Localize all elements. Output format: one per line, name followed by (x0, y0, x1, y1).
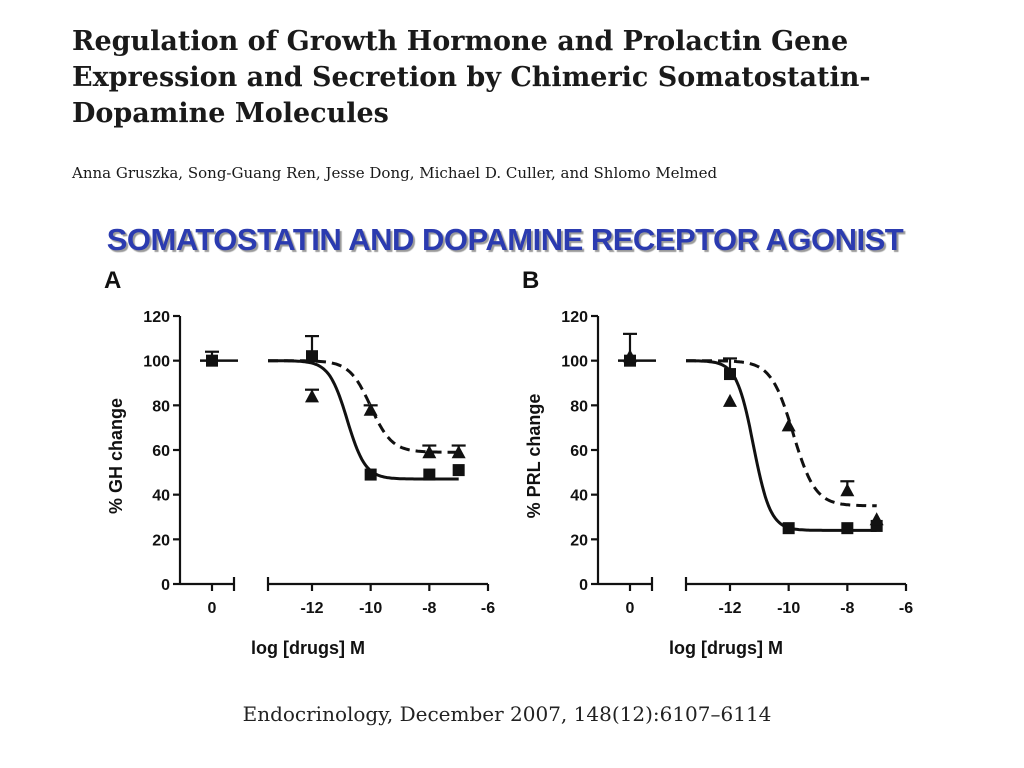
data-point-square (841, 522, 854, 535)
paper-title-line-3: Dopamine Molecules (72, 98, 389, 129)
data-point-square (724, 368, 736, 381)
data-point-triangle (305, 389, 319, 403)
y-tick-label: 100 (143, 354, 170, 371)
y-tick-label: 0 (161, 577, 170, 594)
data-point-square (782, 522, 795, 535)
control-point (206, 354, 218, 367)
panel-label: A (104, 267, 121, 294)
paper-title-line-2: Expression and Secretion by Chimeric Som… (72, 62, 871, 93)
data-point-triangle (840, 483, 855, 497)
y-tick-label: 60 (570, 443, 588, 460)
paper-title: Regulation of Growth Hormone and Prolact… (72, 24, 992, 132)
slide-heading: SOMATOSTATIN AND DOPAMINE RECEPTOR AGONI… (106, 222, 904, 257)
chart-svg: A 0 20 40 60 80 100 120 % GH change 0 -12 -10 -8 -6 lo… (104, 267, 495, 658)
chart-panel-a: A 0 20 40 60 80 100 120 % GH change 0 -12 -10 -8 -6 lo… (98, 262, 518, 672)
control-point (623, 349, 637, 363)
y-axis-label: % GH change (106, 398, 126, 514)
data-point-triangle (723, 393, 737, 407)
data-point-square (423, 468, 436, 481)
fit-curve-dashed (268, 359, 459, 454)
y-tick-label: 60 (152, 443, 170, 460)
paper-title-line-1: Regulation of Growth Hormone and Prolact… (72, 26, 849, 57)
data-point-square (306, 350, 318, 363)
y-tick-label: 120 (561, 309, 588, 326)
x-tick-label: -6 (899, 600, 913, 617)
x-axis-label: log [drugs] M (669, 638, 783, 658)
data-point-triangle (422, 445, 437, 459)
data-point-triangle (363, 402, 378, 416)
data-point-triangle (869, 512, 884, 526)
x-tick-label: -12 (718, 600, 741, 617)
y-tick-label: 40 (152, 488, 170, 505)
data-point-square (452, 464, 465, 477)
y-tick-label: 20 (152, 532, 170, 549)
data-point-triangle (451, 445, 466, 459)
y-tick-label: 0 (579, 577, 588, 594)
x-tick-label: 0 (626, 600, 635, 617)
panel-label: B (522, 267, 539, 294)
x-tick-label: -10 (359, 600, 382, 617)
y-tick-label: 40 (570, 488, 588, 505)
chart-panel-b: B 0 20 40 60 80 100 120 % PRL change 0 -12 -10 -8 -6 l… (516, 262, 936, 672)
fit-curve-solid (268, 359, 459, 481)
y-tick-label: 20 (570, 532, 588, 549)
data-point-square (364, 468, 377, 481)
x-axis-label: log [drugs] M (251, 638, 365, 658)
y-tick-label: 80 (570, 398, 588, 415)
x-tick-label: -8 (422, 600, 436, 617)
y-tick-label: 120 (143, 309, 170, 326)
x-tick-label: -6 (481, 600, 495, 617)
y-tick-label: 100 (561, 354, 588, 371)
x-tick-label: -8 (840, 600, 854, 617)
y-tick-label: 80 (152, 398, 170, 415)
data-point-triangle (781, 418, 796, 432)
journal-citation: Endocrinology, December 2007, 148(12):61… (242, 702, 772, 726)
x-tick-label: 0 (208, 600, 217, 617)
y-axis-label: % PRL change (524, 394, 544, 519)
paper-authors: Anna Gruszka, Song-Guang Ren, Jesse Dong… (72, 164, 718, 182)
x-tick-label: -10 (777, 600, 800, 617)
chart-svg: B 0 20 40 60 80 100 120 % PRL change 0 -12 -10 -8 -6 l… (522, 267, 913, 658)
fit-curve-dashed (686, 359, 877, 508)
x-tick-label: -12 (300, 600, 323, 617)
